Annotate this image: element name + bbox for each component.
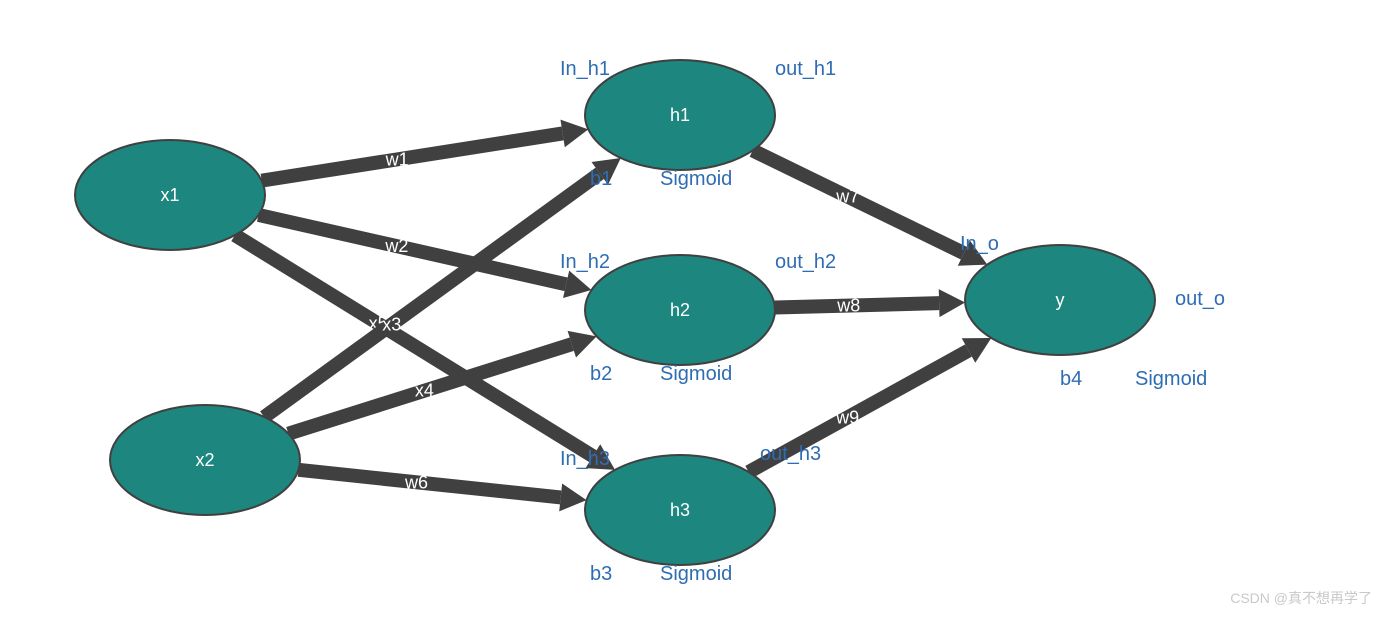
annotation-out_h2: out_h2: [775, 251, 836, 273]
edge-label-x4: x4: [415, 381, 434, 401]
node-h1: h1: [585, 60, 775, 170]
node-label-h3: h3: [670, 500, 690, 520]
node-label-x1: x1: [160, 185, 179, 205]
edge-h1-y: w7: [753, 150, 988, 265]
node-label-h1: h1: [670, 105, 690, 125]
annotation-b3: b3: [590, 563, 612, 585]
node-label-h2: h2: [670, 300, 690, 320]
annotation-b2: b2: [590, 363, 612, 385]
edge-label-w6: w6: [404, 472, 428, 492]
node-x2: x2: [110, 405, 300, 515]
edge-label-w9: w9: [835, 407, 859, 427]
annotation-out_h3: out_h3: [760, 443, 821, 465]
annotation-Sigmoid: Sigmoid: [660, 363, 732, 385]
edge-x2-h3: w6: [298, 470, 586, 512]
edge-label-w1: w1: [385, 149, 409, 169]
annotation-out_o: out_o: [1175, 288, 1225, 310]
annotation-b4: b4: [1060, 368, 1082, 390]
watermark: CSDN @真不想再学了: [1230, 588, 1372, 608]
annotation-In_h2: In_h2: [560, 251, 610, 273]
annotation-In_h3: In_h3: [560, 448, 610, 470]
node-y: y: [965, 245, 1155, 355]
annotation-Sigmoid: Sigmoid: [660, 168, 732, 190]
edge-label-w7: w7: [835, 187, 859, 207]
edge-label-x3: x3: [382, 314, 401, 334]
node-label-y: y: [1056, 290, 1065, 310]
annotation-b1: b1: [590, 168, 612, 190]
annotation-out_h1: out_h1: [775, 58, 836, 80]
edge-h2-y: w8: [775, 289, 965, 317]
edge-x2-h2: x4: [288, 331, 596, 434]
annotation-Sigmoid: Sigmoid: [660, 563, 732, 585]
node-label-x2: x2: [195, 450, 214, 470]
annotation-In_h1: In_h1: [560, 58, 610, 80]
edge-x1-h1: w1: [262, 120, 589, 181]
annotation-In_o: In_o: [960, 233, 999, 255]
node-h2: h2: [585, 255, 775, 365]
node-h3: h3: [585, 455, 775, 565]
annotation-Sigmoid: Sigmoid: [1135, 368, 1207, 390]
network-diagram: w1w2x5x3x4w6w7w8w9x1x2h1h2h3yIn_h1out_h1…: [0, 0, 1390, 618]
edge-label-w8: w8: [836, 296, 860, 316]
node-x1: x1: [75, 140, 265, 250]
edge-label-w2: w2: [384, 236, 408, 256]
